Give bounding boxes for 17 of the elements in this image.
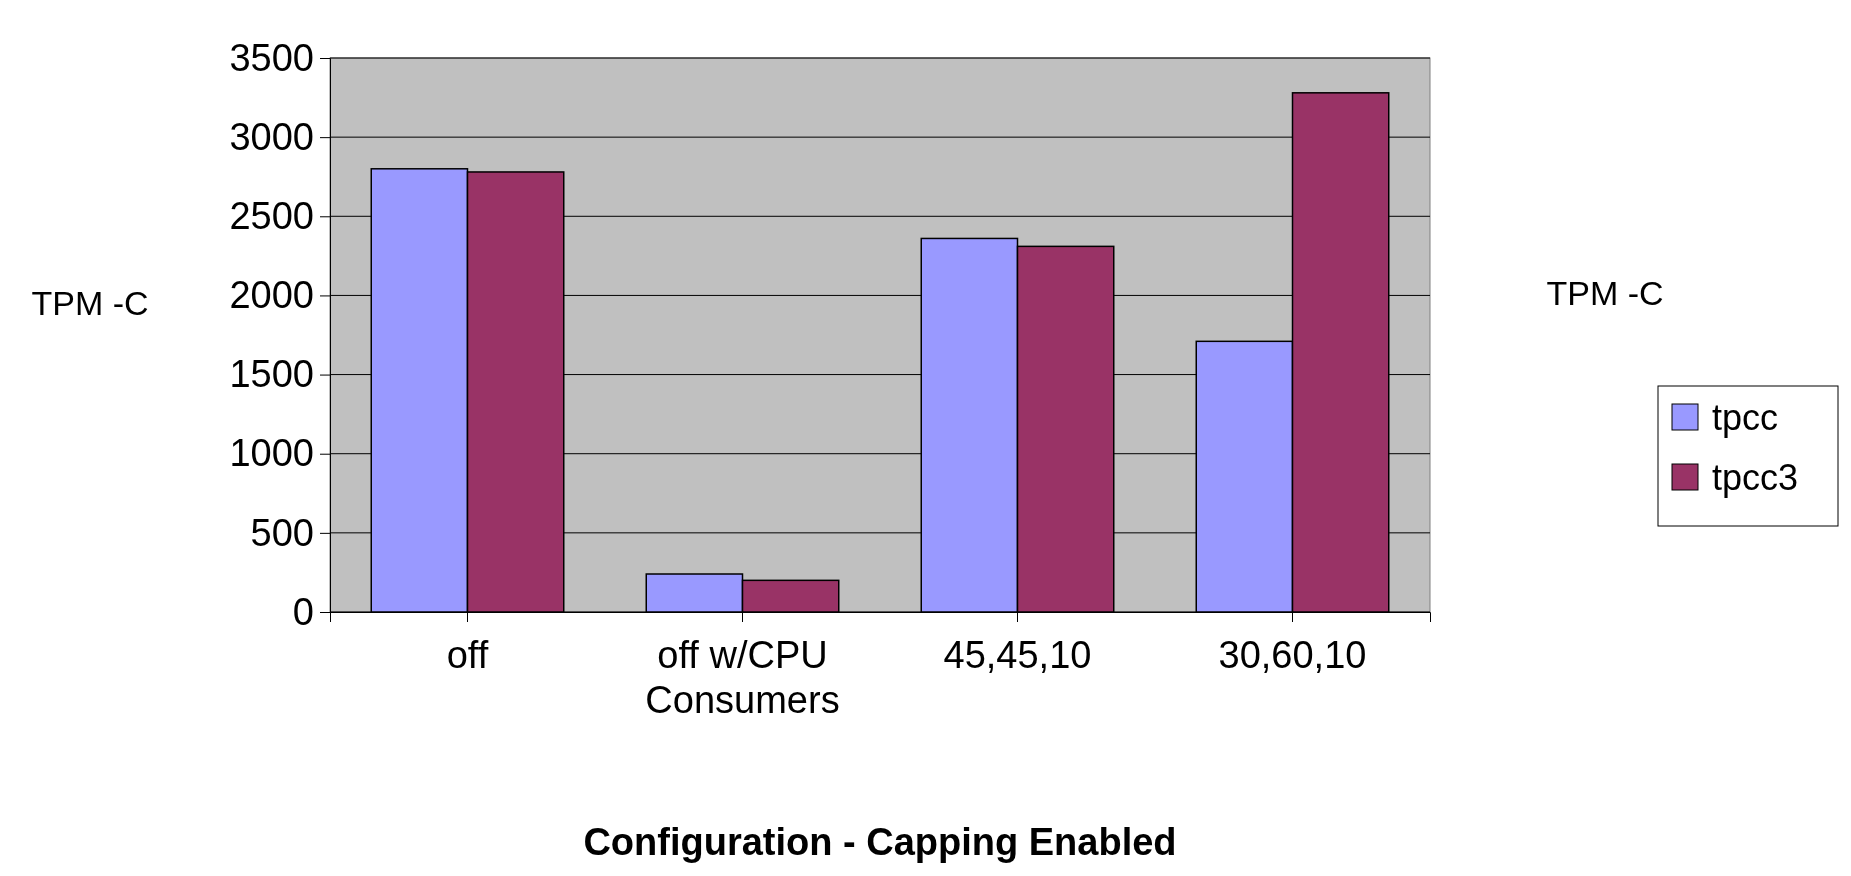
x-tick-label: 45,45,10: [943, 634, 1092, 676]
y2-axis-title: TPM -C: [1546, 274, 1664, 312]
y-tick-label: 500: [250, 511, 314, 554]
y-tick-label: 2000: [229, 274, 314, 317]
x-tick-label: 30,60,10: [1218, 634, 1367, 676]
x-tick-label: off: [446, 634, 489, 676]
y-axis-title: TPM -C: [31, 284, 149, 322]
legend-label: tpcc3: [1712, 457, 1799, 498]
y-tick-label: 1000: [229, 432, 314, 475]
x-axis-title: Configuration - Capping Enabled: [583, 821, 1177, 863]
y-tick-label: 0: [292, 590, 314, 633]
x-tick-label: off w/CPU Consumers: [645, 634, 840, 721]
legend-label: tpcc: [1712, 397, 1779, 438]
y-tick-label: 1500: [229, 353, 314, 396]
y-tick-label: 3500: [229, 36, 314, 79]
y-tick-label: 2500: [229, 194, 314, 237]
y-tick-label: 3000: [229, 115, 314, 158]
